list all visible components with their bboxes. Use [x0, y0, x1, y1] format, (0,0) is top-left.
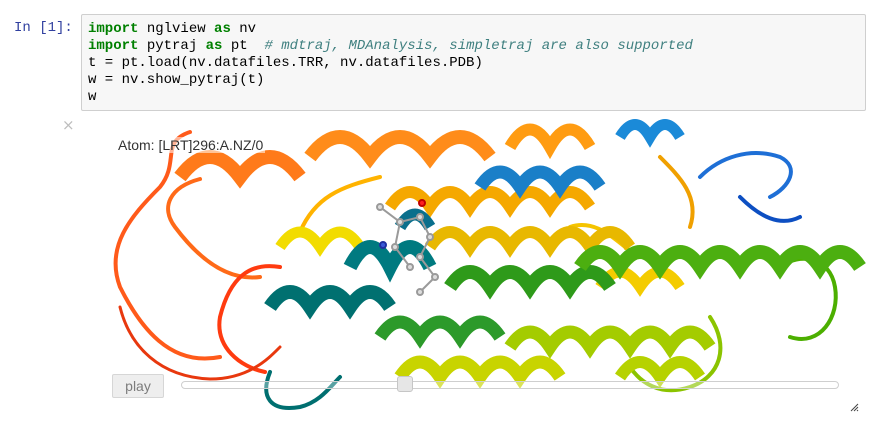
resize-grip-icon[interactable] — [849, 399, 859, 412]
code-token: nv — [230, 21, 257, 37]
code-keyword: import — [88, 21, 139, 37]
code-line[interactable]: import nglview as nv — [88, 21, 859, 38]
code-token: t = pt.load(nv.datafiles.TRR, nv.datafil… — [88, 55, 483, 71]
close-icon[interactable]: × — [62, 116, 75, 134]
code-token: w — [88, 89, 97, 105]
atom-info-label: Atom: [LRT]296:A.NZ/0 — [116, 137, 266, 153]
cell-prompt: In [1]: — [14, 20, 73, 36]
code-editor[interactable]: import nglview as nv import pytraj as pt … — [81, 14, 866, 111]
code-line[interactable]: w — [88, 89, 859, 106]
code-token: nglview — [138, 21, 215, 37]
play-button[interactable]: play — [112, 374, 164, 398]
code-comment: # mdtraj, MDAnalysis, simpletraj are als… — [264, 38, 693, 54]
code-keyword: as — [205, 38, 223, 54]
code-line[interactable]: t = pt.load(nv.datafiles.TRR, nv.datafil… — [88, 55, 859, 72]
code-keyword: as — [214, 21, 231, 37]
frame-slider-handle[interactable] — [396, 376, 413, 392]
code-line[interactable]: w = nv.show_pytraj(t) — [88, 72, 859, 89]
code-token: pytraj — [138, 38, 206, 54]
code-keyword: import — [88, 38, 139, 54]
code-token: w = nv.show_pytraj(t) — [88, 72, 265, 88]
protein-cartoon-render[interactable] — [100, 117, 866, 415]
molecule-viewer[interactable] — [100, 117, 866, 415]
code-token: pt — [222, 38, 265, 54]
frame-slider-track[interactable] — [181, 381, 839, 389]
code-line[interactable]: import pytraj as pt # mdtraj, MDAnalysis… — [88, 38, 859, 55]
